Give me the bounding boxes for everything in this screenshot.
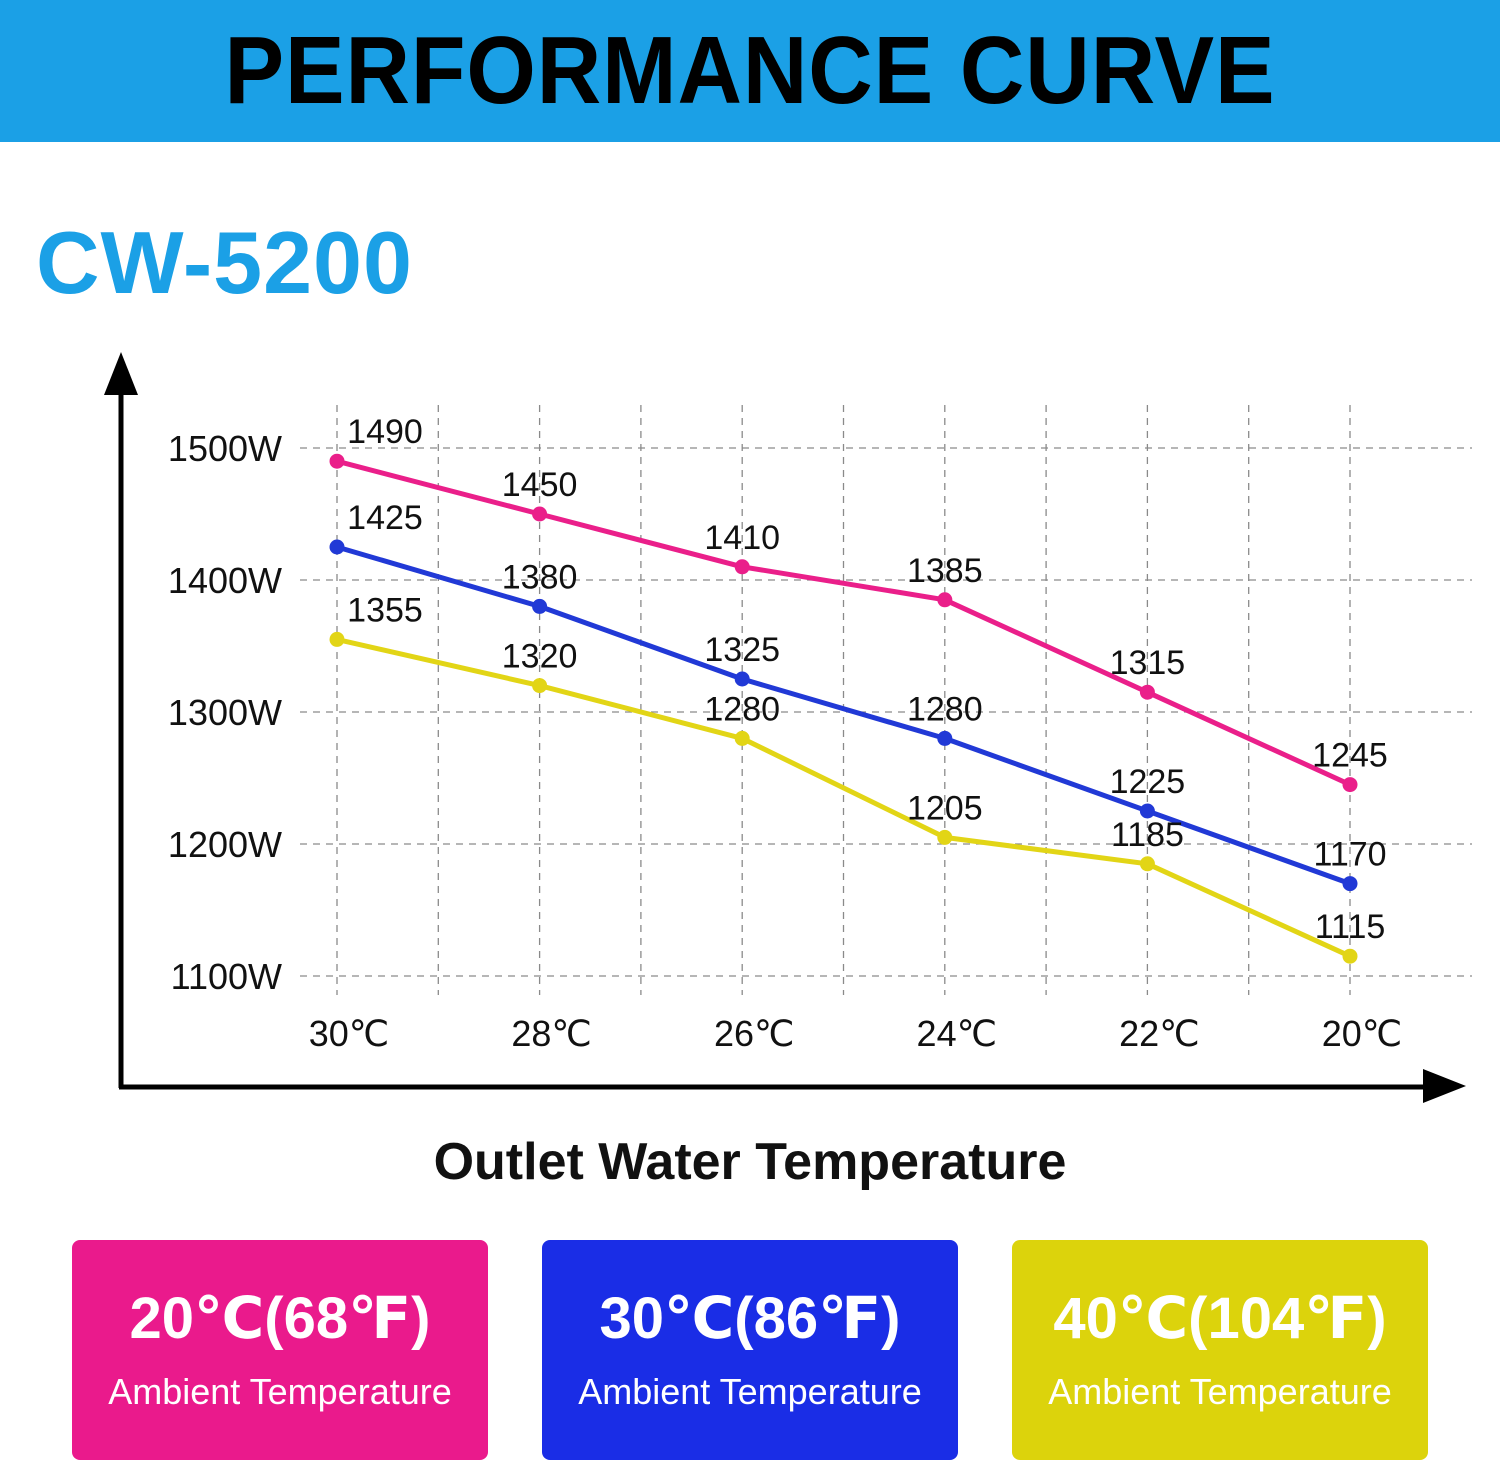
y-tick-label: 1500W (168, 428, 282, 469)
legend-item-40c: 40℃(104℉) Ambient Temperature (1012, 1240, 1428, 1460)
series-line (336, 544, 1351, 886)
data-point (937, 730, 953, 746)
data-label: 1425 (347, 499, 423, 537)
y-tick-label: 1100W (171, 956, 282, 997)
y-tick-label: 1200W (168, 824, 282, 865)
series-line (336, 636, 1352, 959)
y-axis-arrow-icon (104, 352, 138, 395)
chart-axes (104, 352, 1466, 1103)
legend-label: Ambient Temperature (1048, 1371, 1392, 1412)
data-label: 1205 (907, 789, 983, 827)
y-tick-labels: 1500W 1400W 1300W 1200W 1100W (168, 428, 282, 997)
x-tick-label: 30℃ (309, 1013, 389, 1054)
data-point (1342, 876, 1358, 892)
data-point (734, 671, 750, 687)
legend-temp: 20℃(68℉) (129, 1286, 431, 1351)
data-label: 1385 (907, 552, 983, 590)
legend-label: Ambient Temperature (578, 1371, 922, 1412)
series-line (336, 458, 1352, 787)
x-tick-label: 24℃ (917, 1013, 997, 1054)
legend-temp: 40℃(104℉) (1053, 1286, 1387, 1351)
header-banner: PERFORMANCE CURVE (0, 0, 1500, 142)
data-label: 1320 (502, 638, 578, 676)
x-tick-label: 20℃ (1322, 1013, 1402, 1054)
legend-temp: 30℃(86℉) (599, 1286, 901, 1351)
data-label: 1280 (704, 690, 780, 728)
series-2: 1425 1380 1325 1280 1225 1170 (329, 499, 1387, 892)
model-name: CW-5200 (36, 213, 413, 312)
data-point (329, 539, 345, 555)
data-point (1139, 803, 1155, 819)
data-point (329, 631, 345, 647)
data-label: 1225 (1110, 763, 1186, 801)
data-label: 1325 (704, 631, 780, 669)
data-point (532, 678, 548, 694)
data-label: 1355 (347, 591, 423, 629)
data-point (1342, 948, 1358, 964)
x-axis-arrow-icon (1423, 1069, 1466, 1103)
data-point (532, 598, 548, 614)
data-point (532, 506, 548, 522)
x-tick-label: 22℃ (1119, 1013, 1199, 1054)
chart-grid (300, 405, 1472, 995)
data-point (1139, 856, 1155, 872)
data-label: 1450 (502, 466, 578, 504)
data-point (937, 829, 953, 845)
series-3: 1355 1320 1280 1205 1185 1115 (329, 591, 1386, 964)
data-point (1342, 777, 1358, 793)
data-label: 1380 (502, 558, 578, 596)
legend-item-20c: 20℃(68℉) Ambient Temperature (72, 1240, 488, 1460)
x-axis-title: Outlet Water Temperature (433, 1133, 1067, 1191)
y-tick-label: 1400W (168, 560, 282, 601)
data-label: 1115 (1315, 908, 1386, 946)
x-tick-labels: 30℃ 28℃ 26℃ 24℃ 22℃ 20℃ (309, 1013, 1402, 1054)
data-point (329, 453, 345, 469)
x-tick-label: 26℃ (714, 1013, 794, 1054)
data-label: 1280 (907, 690, 983, 728)
data-point (1139, 684, 1155, 700)
data-label: 1410 (704, 519, 780, 557)
page-title: PERFORMANCE CURVE (224, 17, 1276, 124)
series-1: 1490 1450 1410 1385 1315 1245 (329, 413, 1388, 793)
performance-chart: 1500W 1400W 1300W 1200W 1100W 30℃ 28℃ 26℃ 24℃ 22… (104, 352, 1472, 1103)
legend-item-30c: 30℃(86℉) Ambient Temperature (542, 1240, 958, 1460)
data-label: 1245 (1312, 737, 1388, 775)
data-point (734, 559, 750, 575)
data-point (734, 730, 750, 746)
data-point (937, 592, 953, 608)
legend-label: Ambient Temperature (108, 1371, 452, 1412)
y-tick-label: 1300W (168, 692, 282, 733)
data-label: 1315 (1110, 644, 1186, 682)
data-label: 1490 (347, 413, 423, 451)
chart-series: 1490 1450 1410 1385 1315 1245 1425 1380 1325 1280… (329, 413, 1388, 964)
x-tick-label: 28℃ (511, 1013, 591, 1054)
data-label: 1170 (1313, 836, 1386, 874)
data-label: 1185 (1111, 816, 1184, 854)
